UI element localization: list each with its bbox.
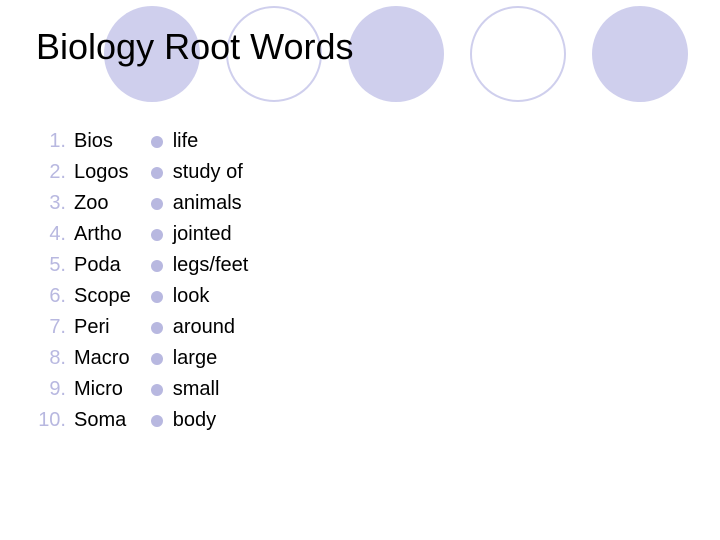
list-item: 4. Artho [36,223,131,246]
list-item: legs/feet [151,254,249,277]
list-item: 7. Peri [36,316,131,339]
meaning-text: body [173,409,216,432]
item-number: 3. [36,192,66,215]
list-item: 6. Scope [36,285,131,308]
list-item: 2. Logos [36,161,131,184]
item-number: 5. [36,254,66,277]
item-number: 8. [36,347,66,370]
list-item: look [151,285,249,308]
root-word: Bios [74,130,113,153]
bullet-icon [151,384,163,396]
item-number: 7. [36,316,66,339]
bullet-icon [151,322,163,334]
list-item: around [151,316,249,339]
list-item: study of [151,161,249,184]
meaning-text: animals [173,192,242,215]
meanings-column: life study of animals jointed legs/feet … [151,130,249,432]
circle-3 [348,6,444,102]
list-item: small [151,378,249,401]
root-word: Macro [74,347,130,370]
meaning-text: look [173,285,210,308]
list-item: 8. Macro [36,347,131,370]
list-item: 5. Poda [36,254,131,277]
bullet-icon [151,198,163,210]
root-word: Soma [74,409,126,432]
item-number: 10. [36,409,66,432]
circle-5 [592,6,688,102]
root-words-column: 1. Bios 2. Logos 3. Zoo 4. Artho 5. Poda 6. Sc… [36,130,131,432]
bullet-icon [151,260,163,272]
list-item: body [151,409,249,432]
item-number: 6. [36,285,66,308]
circle-4 [470,6,566,102]
item-number: 1. [36,130,66,153]
root-word: Scope [74,285,131,308]
bullet-icon [151,415,163,427]
meaning-text: around [173,316,235,339]
root-word: Zoo [74,192,108,215]
item-number: 4. [36,223,66,246]
list-item: 3. Zoo [36,192,131,215]
meaning-text: jointed [173,223,232,246]
list-item: large [151,347,249,370]
item-number: 2. [36,161,66,184]
bullet-icon [151,353,163,365]
root-word: Micro [74,378,123,401]
root-word: Peri [74,316,110,339]
list-item: 9. Micro [36,378,131,401]
page-title: Biology Root Words [36,26,353,68]
list-item: jointed [151,223,249,246]
root-word: Logos [74,161,129,184]
list-item: 10. Soma [36,409,131,432]
root-word: Artho [74,223,122,246]
meaning-text: life [173,130,199,153]
bullet-icon [151,136,163,148]
meaning-text: study of [173,161,243,184]
meaning-text: large [173,347,217,370]
item-number: 9. [36,378,66,401]
list-item: life [151,130,249,153]
bullet-icon [151,167,163,179]
root-word: Poda [74,254,121,277]
meaning-text: legs/feet [173,254,249,277]
list-item: animals [151,192,249,215]
meaning-text: small [173,378,220,401]
bullet-icon [151,291,163,303]
bullet-icon [151,229,163,241]
list-item: 1. Bios [36,130,131,153]
content-columns: 1. Bios 2. Logos 3. Zoo 4. Artho 5. Poda 6. Sc… [36,130,248,432]
